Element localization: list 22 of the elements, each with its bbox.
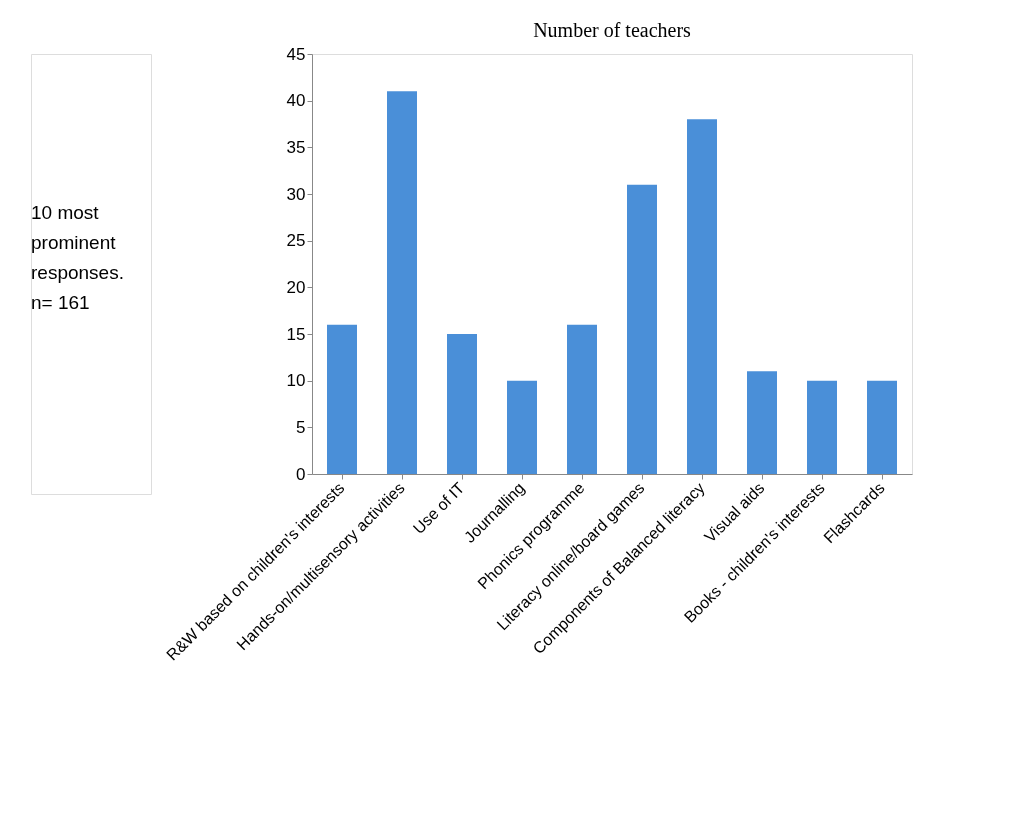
y-tick-label: 5 xyxy=(296,417,306,437)
bar xyxy=(807,380,837,474)
y-tick-label: 45 xyxy=(286,44,306,64)
text: 10 most prominent responses. n= 161 xyxy=(31,202,124,313)
bar xyxy=(867,380,897,474)
y-tick-label: 30 xyxy=(286,184,306,204)
y-tick-label: 15 xyxy=(286,324,306,344)
y-tick-label: 35 xyxy=(286,137,306,157)
bar xyxy=(687,119,717,474)
bar xyxy=(387,91,417,474)
y-tick-label: 10 xyxy=(286,371,306,391)
y-tick-label: 25 xyxy=(286,231,306,251)
bar xyxy=(327,324,357,474)
y-tick-label: 20 xyxy=(286,277,306,297)
y-tick-label: 0 xyxy=(296,464,306,484)
bar xyxy=(507,380,537,474)
bar xyxy=(627,184,657,474)
chart-title: Number of teachers xyxy=(533,19,692,41)
bar xyxy=(567,324,597,474)
bar xyxy=(447,334,477,474)
bar xyxy=(747,371,777,474)
y-tick-label: 40 xyxy=(286,91,306,111)
